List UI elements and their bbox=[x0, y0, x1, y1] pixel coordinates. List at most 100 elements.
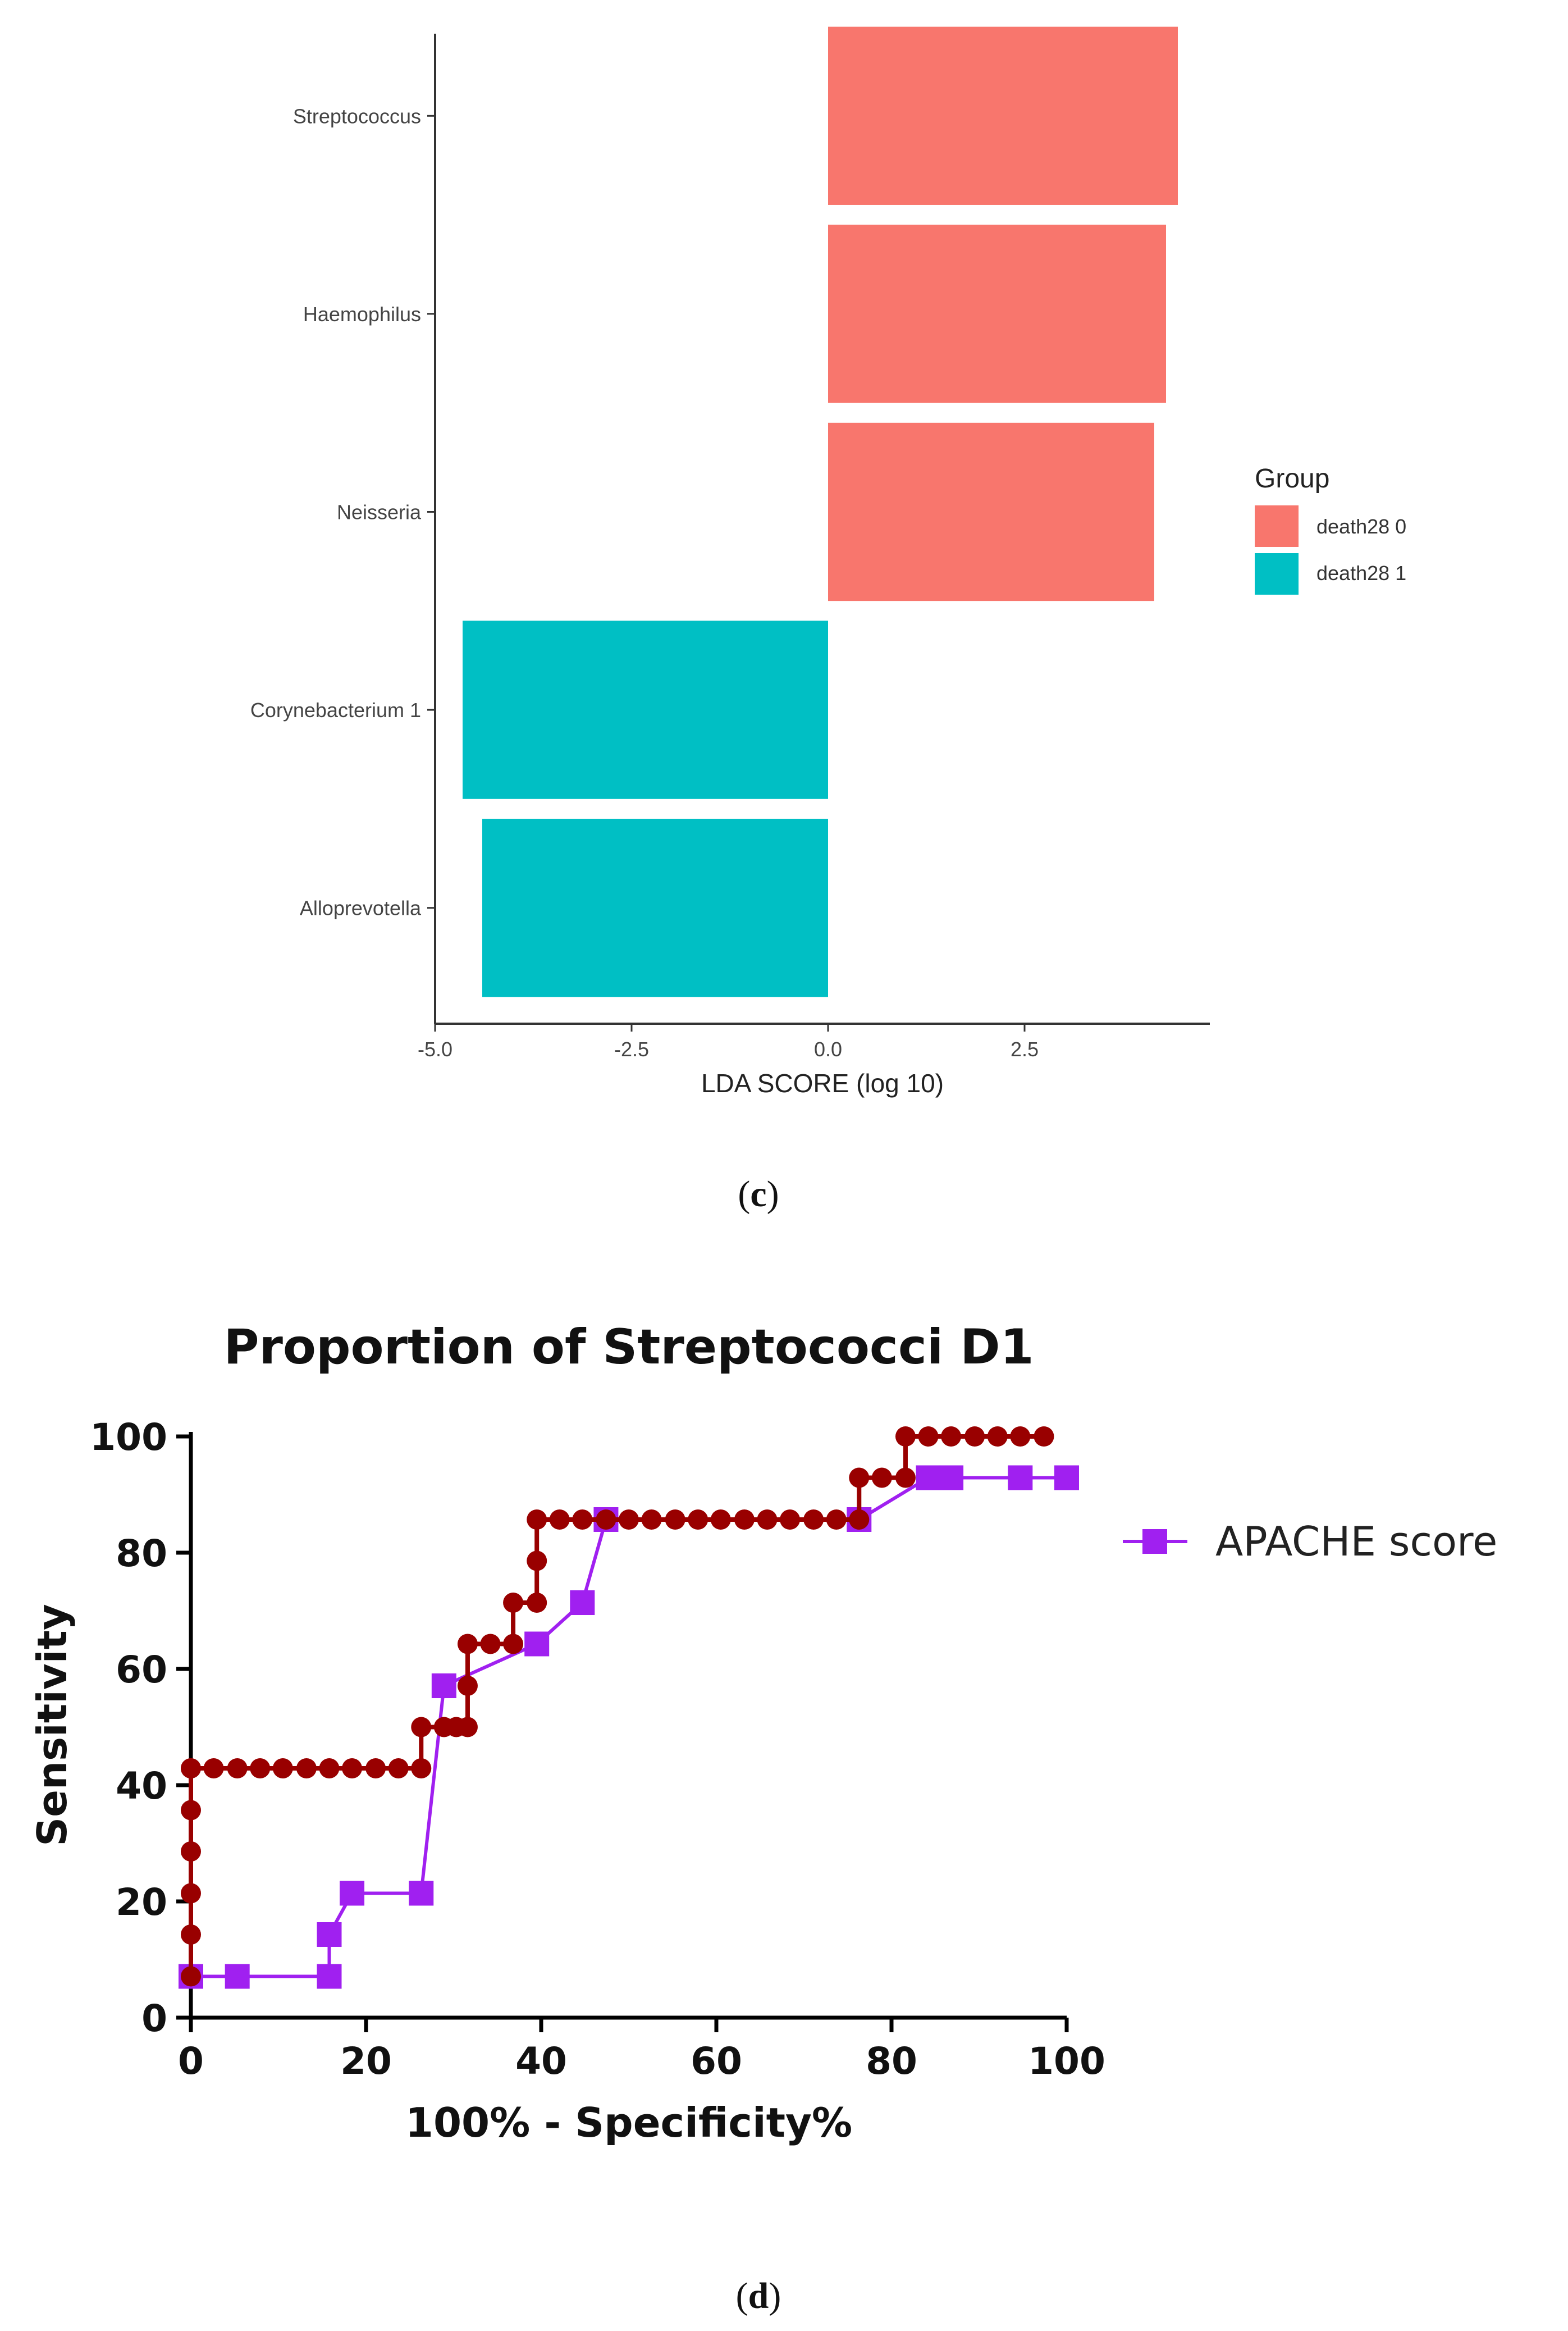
roc-x-tick-label: 60 bbox=[691, 2040, 742, 2083]
lda-x-axis-label: LDA SCORE (log 10) bbox=[701, 1069, 944, 1098]
roc-point-proportion-of-streptococci-d1 bbox=[457, 1634, 478, 1654]
roc-point-proportion-of-streptococci-d1 bbox=[941, 1426, 962, 1447]
roc-point-proportion-of-streptococci-d1 bbox=[480, 1634, 501, 1654]
roc-point-proportion-of-streptococci-d1 bbox=[181, 1966, 201, 1987]
roc-x-axis-label: 100% - Specificity% bbox=[405, 2099, 852, 2146]
roc-point-proportion-of-streptococci-d1 bbox=[181, 1883, 201, 1904]
roc-point-apache-score bbox=[225, 1964, 250, 1989]
roc-point-proportion-of-streptococci-d1 bbox=[641, 1509, 662, 1530]
roc-point-proportion-of-streptococci-d1 bbox=[503, 1593, 524, 1613]
lda-category-label-neisseria: Neisseria bbox=[337, 501, 422, 524]
lda-legend-label-death28-1: death28 1 bbox=[1316, 562, 1406, 585]
panel-c-caption: (c) bbox=[738, 1174, 779, 1215]
roc-point-proportion-of-streptococci-d1 bbox=[849, 1509, 870, 1530]
roc-y-tick-label: 0 bbox=[141, 1997, 167, 2040]
roc-y-tick-label: 60 bbox=[116, 1648, 167, 1691]
roc-point-proportion-of-streptococci-d1 bbox=[1010, 1426, 1031, 1447]
roc-series-proportion-of-streptococci-d1 bbox=[181, 1426, 1054, 1987]
roc-point-apache-score bbox=[570, 1590, 595, 1616]
roc-point-proportion-of-streptococci-d1 bbox=[849, 1467, 870, 1488]
roc-point-proportion-of-streptococci-d1 bbox=[1034, 1426, 1054, 1447]
roc-point-proportion-of-streptococci-d1 bbox=[527, 1593, 547, 1613]
lda-legend: Group death28 0 death28 1 bbox=[1255, 464, 1406, 595]
lda-bar-haemophilus bbox=[828, 225, 1166, 403]
lda-bar-streptococcus bbox=[828, 26, 1178, 205]
roc-point-proportion-of-streptococci-d1 bbox=[803, 1509, 824, 1530]
roc-point-proportion-of-streptococci-d1 bbox=[227, 1758, 248, 1778]
roc-series bbox=[179, 1426, 1079, 1989]
roc-point-proportion-of-streptococci-d1 bbox=[964, 1426, 985, 1447]
lda-bar-corynebacterium-1 bbox=[463, 621, 828, 799]
roc-legend: APACHE score bbox=[1123, 1518, 1497, 1565]
roc-point-proportion-of-streptococci-d1 bbox=[665, 1509, 685, 1530]
roc-legend-marker-square bbox=[1142, 1529, 1167, 1554]
roc-point-proportion-of-streptococci-d1 bbox=[272, 1758, 293, 1778]
roc-point-proportion-of-streptococci-d1 bbox=[527, 1550, 547, 1571]
roc-x-tick-label: 40 bbox=[515, 2040, 567, 2083]
roc-point-proportion-of-streptococci-d1 bbox=[895, 1467, 916, 1488]
lda-x-tick-label: 2.5 bbox=[1011, 1038, 1039, 1061]
lda-x-ticks: -5.0 -2.5 0.0 2.5 bbox=[418, 1024, 1039, 1061]
roc-point-proportion-of-streptococci-d1 bbox=[549, 1509, 570, 1530]
lda-category-label-streptococcus: Streptococcus bbox=[293, 104, 421, 127]
roc-point-apache-score bbox=[409, 1881, 434, 1906]
roc-point-proportion-of-streptococci-d1 bbox=[895, 1426, 916, 1447]
roc-point-proportion-of-streptococci-d1 bbox=[503, 1634, 524, 1654]
roc-point-proportion-of-streptococci-d1 bbox=[411, 1717, 432, 1737]
roc-x-tick-label: 80 bbox=[866, 2040, 917, 2083]
lda-legend-title: Group bbox=[1255, 464, 1329, 494]
roc-series-apache-score bbox=[179, 1465, 1079, 1989]
lda-legend-swatch-death28-1 bbox=[1255, 553, 1299, 595]
roc-point-proportion-of-streptococci-d1 bbox=[181, 1924, 201, 1945]
roc-chart-title: Proportion of Streptococci D1 bbox=[223, 1319, 1034, 1375]
roc-point-apache-score bbox=[340, 1881, 365, 1906]
roc-point-apache-score bbox=[317, 1922, 342, 1947]
roc-point-proportion-of-streptococci-d1 bbox=[918, 1426, 939, 1447]
lda-category-label-corynebacterium-1: Corynebacterium 1 bbox=[250, 699, 421, 722]
roc-point-proportion-of-streptococci-d1 bbox=[457, 1717, 478, 1737]
lda-x-tick-label: -5.0 bbox=[418, 1038, 452, 1061]
roc-point-proportion-of-streptococci-d1 bbox=[572, 1509, 593, 1530]
lda-category-label-haemophilus: Haemophilus bbox=[303, 303, 421, 326]
roc-y-tick-label: 80 bbox=[116, 1532, 167, 1575]
roc-y-tick-label: 40 bbox=[116, 1764, 167, 1808]
roc-point-proportion-of-streptococci-d1 bbox=[987, 1426, 1008, 1447]
roc-point-apache-score bbox=[939, 1465, 964, 1490]
roc-x-ticks: 0 20 40 60 80 100 bbox=[178, 2018, 1105, 2083]
roc-point-proportion-of-streptococci-d1 bbox=[250, 1758, 271, 1778]
roc-point-proportion-of-streptococci-d1 bbox=[710, 1509, 731, 1530]
roc-x-tick-label: 20 bbox=[340, 2040, 392, 2083]
roc-point-proportion-of-streptococci-d1 bbox=[296, 1758, 317, 1778]
roc-line-proportion-of-streptococci-d1 bbox=[189, 1434, 1044, 1977]
roc-point-proportion-of-streptococci-d1 bbox=[411, 1758, 432, 1778]
roc-point-apache-score bbox=[317, 1964, 342, 1989]
roc-point-proportion-of-streptococci-d1 bbox=[181, 1758, 201, 1778]
roc-point-apache-score bbox=[1054, 1465, 1079, 1490]
roc-point-proportion-of-streptococci-d1 bbox=[342, 1758, 363, 1778]
roc-point-proportion-of-streptococci-d1 bbox=[757, 1509, 778, 1530]
lda-bar-neisseria bbox=[828, 422, 1154, 601]
roc-point-apache-score bbox=[916, 1465, 941, 1490]
lda-bar-alloprevotella bbox=[482, 819, 828, 997]
roc-y-ticks: 0 20 40 60 80 100 bbox=[90, 1416, 191, 2040]
lda-x-tick-label: 0.0 bbox=[814, 1038, 842, 1061]
lda-bars bbox=[463, 26, 1178, 997]
roc-point-proportion-of-streptococci-d1 bbox=[826, 1509, 847, 1530]
roc-point-proportion-of-streptococci-d1 bbox=[688, 1509, 708, 1530]
roc-point-proportion-of-streptococci-d1 bbox=[527, 1509, 547, 1530]
lda-category-label-alloprevotella: Alloprevotella bbox=[300, 897, 422, 920]
roc-point-proportion-of-streptococci-d1 bbox=[181, 1841, 201, 1862]
roc-y-axis-label: Sensitivity bbox=[29, 1604, 76, 1846]
roc-legend-label-apache-score: APACHE score bbox=[1215, 1518, 1497, 1565]
roc-point-apache-score bbox=[431, 1673, 456, 1699]
roc-point-proportion-of-streptococci-d1 bbox=[596, 1509, 616, 1530]
roc-point-proportion-of-streptococci-d1 bbox=[871, 1467, 892, 1488]
lda-category-labels: Streptococcus Haemophilus Neisseria Coryneb… bbox=[250, 104, 435, 920]
roc-point-proportion-of-streptococci-d1 bbox=[365, 1758, 386, 1778]
roc-x-tick-label: 0 bbox=[178, 2040, 204, 2083]
roc-point-proportion-of-streptococci-d1 bbox=[388, 1758, 409, 1778]
lda-chart: Streptococcus Haemophilus Neisseria Coryneb… bbox=[250, 26, 1406, 1215]
roc-point-proportion-of-streptococci-d1 bbox=[734, 1509, 755, 1530]
roc-point-apache-score bbox=[524, 1631, 550, 1657]
